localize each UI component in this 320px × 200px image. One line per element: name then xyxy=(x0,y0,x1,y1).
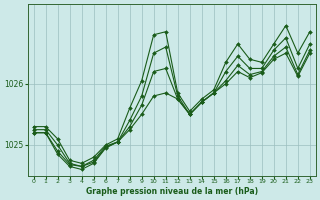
X-axis label: Graphe pression niveau de la mer (hPa): Graphe pression niveau de la mer (hPa) xyxy=(86,187,258,196)
